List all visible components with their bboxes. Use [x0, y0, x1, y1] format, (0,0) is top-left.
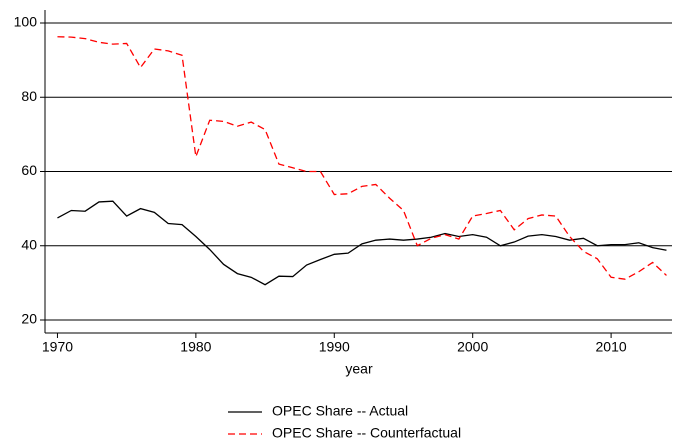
series-line	[57, 200, 667, 286]
legend-label: OPEC Share -- Actual	[272, 403, 408, 419]
y-tick-label: 100	[14, 14, 38, 30]
legend-label: OPEC Share -- Counterfactual	[272, 425, 461, 441]
series-line	[57, 36, 667, 280]
x-axis-label: year	[345, 361, 373, 377]
x-tick-label: 2010	[596, 339, 627, 355]
y-tick-label: 60	[21, 162, 37, 178]
y-tick-label: 20	[21, 311, 37, 327]
x-tick-label: 1970	[42, 339, 73, 355]
x-tick-label: 1980	[180, 339, 211, 355]
x-tick-label: 1990	[319, 339, 350, 355]
y-tick-label: 80	[21, 88, 37, 104]
y-tick-label: 40	[21, 236, 37, 252]
x-tick-label: 2000	[457, 339, 488, 355]
